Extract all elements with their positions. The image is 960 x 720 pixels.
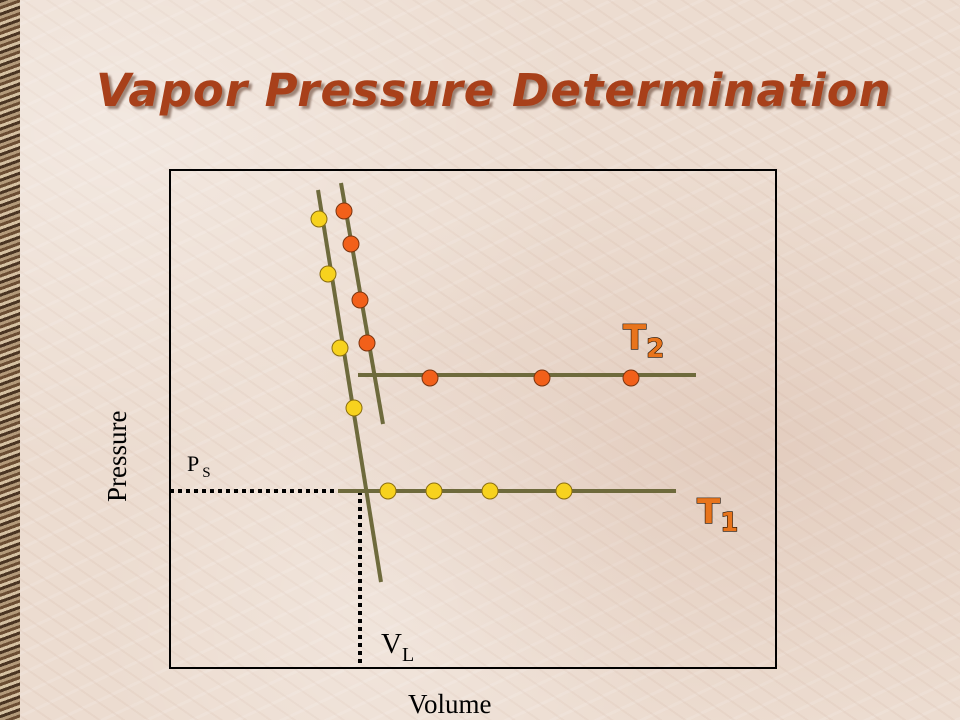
t2-data-point [622,369,640,387]
slide-title: Vapor Pressure Determination [96,64,892,117]
t2-curve-label: T2 [623,318,664,364]
t1-data-point [345,399,363,417]
t2-data-point [342,235,360,253]
t1-data-point [379,482,397,500]
decorative-left-border [0,0,20,720]
t2-data-point [533,369,551,387]
plot-frame [169,169,777,669]
t1-data-point [319,265,337,283]
t1-data-point [555,482,573,500]
t2-data-point [421,369,439,387]
y-axis-label: Pressure [102,411,132,502]
t1-curve-label: T1 [697,492,738,538]
t1-data-point [331,339,349,357]
t1-data-point [481,482,499,500]
t2-data-point [351,291,369,309]
vl-label: VL [381,628,414,666]
t1-data-point [425,482,443,500]
t1-liquid-line [316,189,383,583]
x-axis-label: Volume [408,689,492,719]
t1-data-point [310,210,328,228]
t2-data-point [335,202,353,220]
t2-data-point [358,334,376,352]
